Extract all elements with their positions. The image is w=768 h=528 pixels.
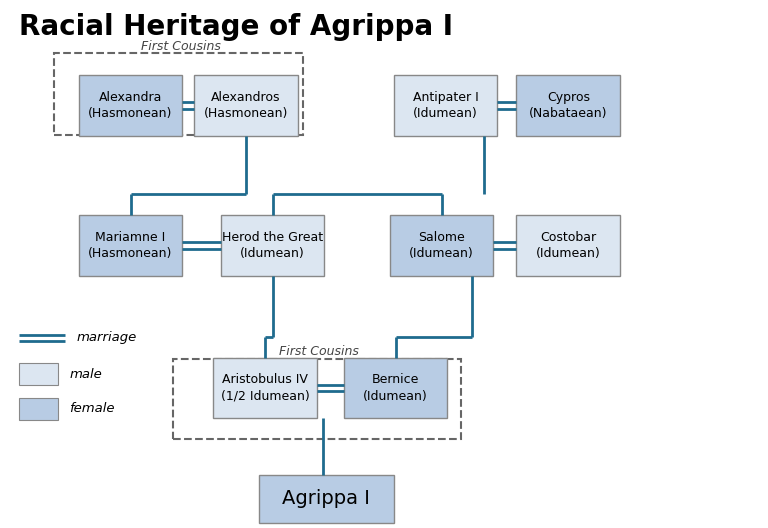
FancyBboxPatch shape [260,475,393,523]
FancyBboxPatch shape [516,215,620,276]
FancyBboxPatch shape [194,75,298,136]
Text: Salome
(Idumean): Salome (Idumean) [409,231,474,260]
Text: First Cousins: First Cousins [141,40,220,53]
Text: Alexandros
(Hasmonean): Alexandros (Hasmonean) [204,91,288,120]
Text: Herod the Great
(Idumean): Herod the Great (Idumean) [222,231,323,260]
Text: Alexandra
(Hasmonean): Alexandra (Hasmonean) [88,91,173,120]
Text: Racial Heritage of Agrippa I: Racial Heritage of Agrippa I [19,13,453,41]
Text: female: female [69,402,114,415]
FancyBboxPatch shape [344,358,447,418]
FancyBboxPatch shape [389,215,493,276]
Text: Agrippa I: Agrippa I [283,489,370,508]
Text: Costobar
(Idumean): Costobar (Idumean) [536,231,601,260]
FancyBboxPatch shape [19,363,58,385]
FancyBboxPatch shape [19,398,58,420]
Text: Antipater I
(Idumean): Antipater I (Idumean) [412,91,478,120]
Text: male: male [69,368,102,381]
Text: Bernice
(Idumean): Bernice (Idumean) [363,373,428,403]
FancyBboxPatch shape [213,358,316,418]
FancyBboxPatch shape [393,75,498,136]
FancyBboxPatch shape [516,75,620,136]
Text: Aristobulus IV
(1/2 Idumean): Aristobulus IV (1/2 Idumean) [220,373,310,403]
Text: Cypros
(Nabataean): Cypros (Nabataean) [529,91,607,120]
Text: Mariamne I
(Hasmonean): Mariamne I (Hasmonean) [88,231,173,260]
Text: First Cousins: First Cousins [279,345,359,358]
FancyBboxPatch shape [221,215,324,276]
FancyBboxPatch shape [78,75,183,136]
FancyBboxPatch shape [78,215,183,276]
Text: marriage: marriage [77,332,137,344]
